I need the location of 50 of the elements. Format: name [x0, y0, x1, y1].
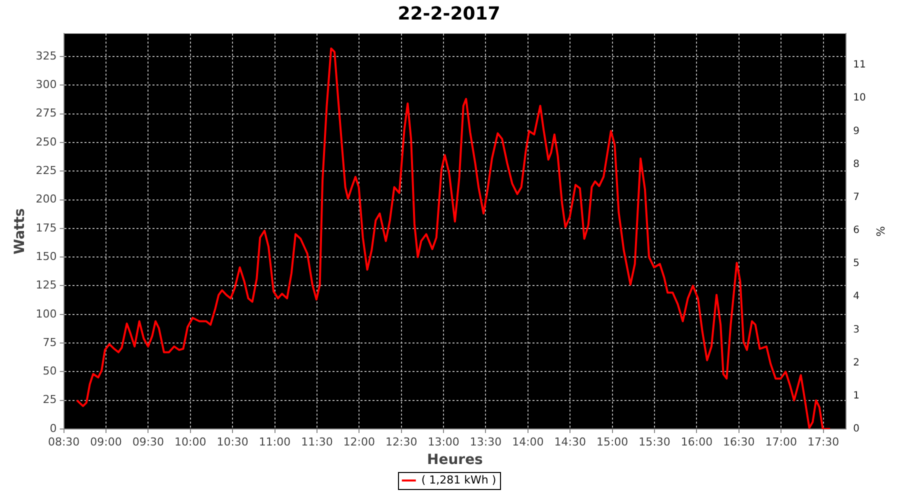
y-tick-label: 325	[36, 49, 57, 62]
y-tick-label: 250	[36, 135, 57, 148]
x-tick-label: 16:00	[680, 435, 713, 448]
y2-tick-label: 9	[853, 126, 860, 137]
y2-tick-label: 3	[853, 324, 860, 336]
y-tick-label: 225	[36, 164, 57, 177]
y-tick-label: 175	[36, 221, 57, 234]
chart-title: 22-2-2017	[398, 3, 500, 24]
y-tick-label: 125	[36, 278, 57, 292]
x-tick-label: 17:30	[807, 435, 840, 448]
y-tick-label: 275	[36, 106, 57, 120]
y2-tick-label: 6	[853, 225, 860, 236]
y2-tick-label: 7	[853, 192, 860, 203]
x-tick-label: 14:30	[554, 435, 586, 448]
y2-tick-label: 1	[853, 390, 860, 402]
y-tick-label: 50	[42, 364, 57, 378]
x-tick-label: 13:30	[470, 435, 502, 448]
y2-axis-title: %	[874, 226, 887, 237]
y2-tick-label: 11	[853, 60, 866, 71]
x-tick-label: 09:00	[90, 435, 122, 448]
x-tick-label: 12:00	[343, 435, 376, 448]
x-tick-label: 14:00	[512, 435, 544, 448]
y2-tick-label: 2	[853, 357, 860, 368]
x-tick-label: 16:30	[723, 435, 755, 448]
y-tick-label: 150	[36, 250, 57, 263]
y-axis-title: Watts	[12, 208, 28, 254]
y-tick-label: 75	[42, 336, 57, 349]
x-tick-label: 17:00	[765, 435, 797, 448]
x-tick-label: 10:30	[216, 435, 248, 448]
x-tick-label: 11:00	[258, 435, 291, 448]
y-tick-label: 200	[36, 192, 57, 206]
x-tick-label: 13:00	[428, 435, 460, 448]
y2-tick-label: 0	[853, 424, 860, 435]
x-tick-label: 09:30	[132, 435, 164, 448]
y2-tick-label: 10	[853, 92, 866, 104]
x-tick-label: 15:30	[638, 435, 670, 448]
y2-tick-label: 4	[853, 291, 860, 302]
y-tick-label: 300	[36, 78, 57, 92]
x-tick-label: 15:00	[596, 435, 628, 448]
y2-tick-label: 5	[853, 258, 860, 270]
y-tick-label: 100	[36, 307, 57, 320]
y-tick-label: 25	[42, 393, 57, 406]
y2-tick-label: 8	[853, 158, 860, 170]
x-axis-title: Heures	[426, 452, 483, 468]
y-tick-label: 0	[50, 422, 57, 435]
x-tick-label: 08:30	[48, 435, 80, 448]
x-tick-label: 10:00	[174, 435, 206, 448]
x-tick-label: 11:30	[301, 435, 333, 448]
legend-label: ( 1,281 kWh )	[421, 473, 496, 486]
x-tick-label: 12:30	[385, 435, 418, 448]
